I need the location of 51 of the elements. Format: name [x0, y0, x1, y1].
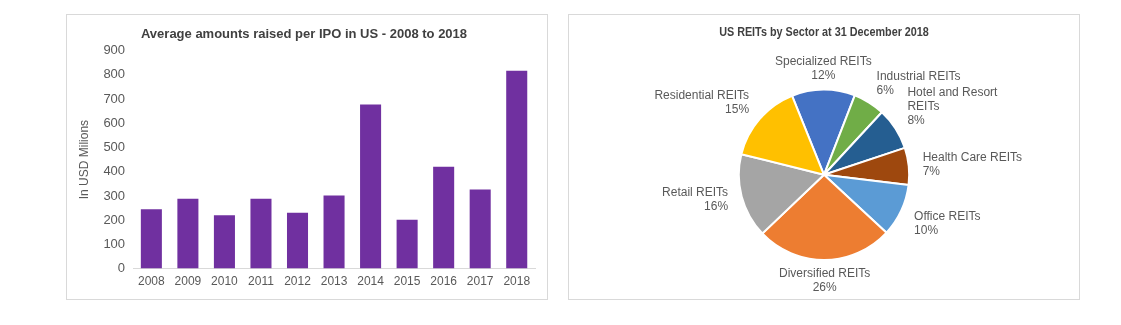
x-tick-label: 2015	[393, 274, 421, 289]
slice-label: Hotel and Resort REITs	[907, 85, 999, 114]
slice-label: Health Care REITs	[922, 150, 1023, 165]
data-label: 8%	[907, 113, 926, 128]
slice-label: Residential REITs	[654, 88, 750, 103]
data-label: 12%	[811, 67, 836, 82]
x-tick-label: 2013	[320, 274, 348, 289]
x-tick-label: 2008	[138, 274, 166, 289]
y-tick-label: 400	[103, 163, 126, 179]
x-tick-label: 2016	[430, 274, 458, 289]
data-label: 6%	[876, 82, 895, 97]
y-tick-label: 600	[103, 114, 126, 130]
y-tick-label: 200	[103, 211, 126, 227]
y-tick-label: 100	[103, 235, 126, 251]
data-label: 16%	[704, 199, 729, 214]
chart-title: US REITs by Sector at 31 December 2018	[719, 24, 930, 40]
y-tick-label: 500	[103, 139, 126, 155]
slice-label: Industrial REITs	[876, 68, 961, 83]
slice-label: Specialized REITs	[774, 53, 872, 68]
bar	[140, 209, 162, 269]
data-label: 26%	[812, 280, 838, 295]
y-tick-label: 900	[103, 42, 126, 58]
x-tick-label: 2014	[357, 274, 385, 289]
bar	[360, 104, 382, 269]
x-tick-label: 2010	[211, 274, 239, 289]
data-label: 10%	[914, 222, 939, 237]
y-tick-label: 0	[117, 260, 126, 276]
bar	[250, 198, 272, 269]
data-label: 7%	[922, 164, 941, 179]
bar	[433, 166, 455, 269]
y-tick-label: 300	[103, 187, 126, 203]
y-tick-label: 700	[103, 90, 126, 106]
x-tick-label: 2011	[248, 274, 275, 289]
slice-label: Diversified REITs	[779, 266, 871, 281]
x-tick-label: 2018	[503, 274, 531, 289]
y-tick-label: 800	[103, 66, 126, 82]
bar	[506, 70, 528, 269]
bar	[213, 215, 235, 269]
x-tick-label: 2009	[174, 274, 202, 289]
chart-title: Average amounts raised per IPO in US - 2008 to 2018	[140, 26, 468, 42]
bar	[286, 212, 309, 269]
slice-label: Retail REITs	[662, 185, 729, 200]
y-axis-title: In USD Milions	[76, 119, 91, 200]
bar	[177, 198, 199, 269]
x-tick-label: 2012	[284, 274, 312, 289]
bar	[469, 189, 491, 269]
bar	[323, 195, 345, 269]
bar	[396, 219, 418, 269]
data-label: 15%	[725, 102, 750, 117]
x-tick-label: 2017	[466, 274, 494, 289]
slice-label: Office REITs	[914, 208, 981, 223]
